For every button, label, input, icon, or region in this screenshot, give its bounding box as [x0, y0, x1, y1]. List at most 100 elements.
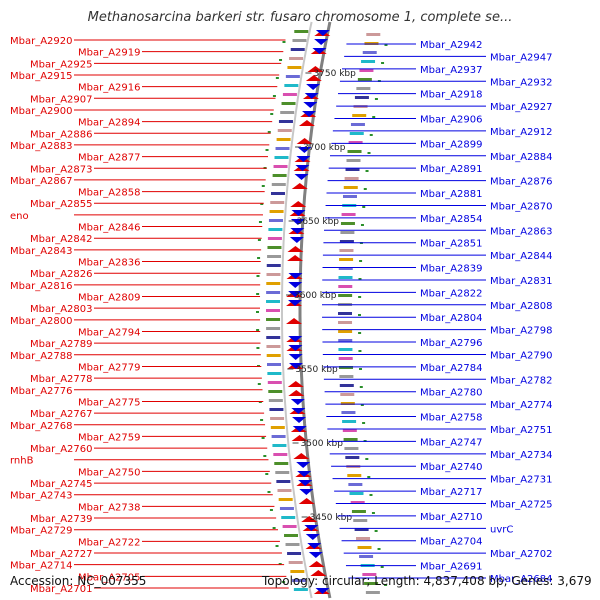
feature-block [266, 291, 281, 294]
tick-label: 3750 kbp [313, 69, 356, 79]
gc-mark [261, 185, 265, 187]
genome-summary-label: Topology: circular; Length: 4,837,408 bp… [262, 574, 592, 588]
feature-block [266, 300, 281, 303]
gc-mark [269, 509, 273, 511]
feature-block [357, 546, 372, 549]
left-gene-label: Mbar_A2873 [30, 164, 93, 175]
feature-block [356, 537, 371, 540]
feature-block [278, 498, 293, 501]
gc-mark [256, 293, 260, 295]
left-gene-label: Mbar_A2826 [30, 269, 93, 280]
gc-mark [365, 170, 369, 172]
right-gene-label: Mbar_A2927 [490, 102, 553, 113]
right-gene-label: Mbar_A2891 [420, 164, 483, 175]
gc-mark [371, 512, 375, 514]
feature-block [266, 327, 281, 330]
gc-mark [377, 548, 381, 550]
right-gene-label: Mbar_A2863 [490, 226, 553, 237]
gc-mark [272, 95, 276, 97]
reverse-gene-arrow [288, 336, 303, 342]
right-gene-label: Mbar_A2844 [490, 251, 553, 262]
reverse-gene-arrow [298, 480, 313, 486]
feature-block [345, 456, 360, 459]
feature-block [287, 66, 302, 69]
feature-block [268, 228, 283, 231]
left-gene-label: Mbar_A2907 [30, 94, 93, 105]
left-gene-label: Mbar_A2855 [30, 199, 93, 210]
left-gene-label: Mbar_A2883 [10, 141, 73, 152]
feature-block [290, 570, 305, 573]
feature-block [271, 183, 286, 186]
feature-block [266, 264, 281, 267]
gc-mark [360, 224, 364, 226]
left-gene-label: Mbar_A2846 [78, 223, 141, 234]
right-gene-label: Mbar_A2870 [490, 201, 553, 212]
right-gene-label: Mbar_A2780 [420, 388, 483, 399]
gc-mark [256, 275, 260, 277]
left-gene-label: Mbar_A2768 [10, 421, 73, 432]
feature-block [282, 525, 297, 528]
feature-block [285, 543, 300, 546]
right-gene-label: Mbar_A2881 [420, 189, 483, 200]
gc-mark [265, 473, 269, 475]
feature-block [351, 510, 366, 513]
feature-block [273, 453, 288, 456]
reverse-gene-arrow [297, 471, 312, 477]
reverse-gene-arrow [307, 543, 322, 549]
left-gene-label: Mbar_A2842 [30, 234, 93, 245]
feature-block [272, 174, 287, 177]
feature-block [276, 480, 291, 483]
left-gene-label: Mbar_A2816 [10, 281, 73, 292]
forward-gene-arrow [288, 390, 305, 396]
gc-mark [282, 41, 286, 43]
gc-mark [267, 131, 271, 133]
left-gene-label: Mbar_A2727 [30, 549, 93, 560]
left-gene-label: Mbar_A2714 [10, 561, 73, 572]
feature-block [349, 492, 364, 495]
feature-block [350, 123, 365, 126]
feature-block [341, 411, 356, 414]
right-gene-label: Mbar_A2725 [490, 499, 553, 510]
left-gene-label: Mbar_A2759 [78, 432, 141, 443]
gc-mark [374, 98, 378, 100]
feature-block [269, 408, 284, 411]
gc-mark [358, 278, 362, 280]
feature-block [266, 318, 281, 321]
left-gene-label: Mbar_A2916 [78, 83, 141, 94]
right-gene-label: Mbar_A2854 [420, 214, 483, 225]
tick-label: 3550 kbp [295, 365, 338, 375]
feature-block [266, 336, 281, 339]
left-gene-label: eno [10, 211, 29, 222]
right-gene-label: Mbar_A2947 [490, 52, 553, 63]
left-gene-label: Mbar_A2789 [30, 339, 93, 350]
feature-block [340, 222, 355, 225]
right-gene-label: Mbar_A2932 [490, 77, 553, 88]
left-gene-label: Mbar_A2867 [10, 176, 73, 187]
feature-block [339, 384, 354, 387]
reverse-gene-arrow [288, 273, 303, 279]
gc-mark [256, 347, 260, 349]
feature-block [270, 426, 285, 429]
feature-block [277, 129, 292, 132]
gc-mark [258, 221, 262, 223]
gc-mark [278, 563, 282, 565]
left-gene-label: Mbar_A2705 [78, 572, 141, 583]
right-gene-label: Mbar_A2717 [420, 487, 483, 498]
feature-block [266, 309, 281, 312]
right-gene-label: Mbar_A2790 [490, 350, 553, 361]
left-gene-label: Mbar_A2739 [30, 514, 93, 525]
tick-label: 3700 kbp [303, 143, 346, 153]
gc-mark [279, 59, 283, 61]
right-gene-label: Mbar_A2731 [490, 475, 553, 486]
feature-block [340, 402, 355, 405]
forward-gene-arrow [291, 183, 308, 189]
left-gene-label: Mbar_A2776 [10, 386, 73, 397]
forward-gene-arrow [301, 516, 318, 522]
feature-block [288, 561, 303, 564]
right-gene-label: Mbar_A2704 [420, 537, 483, 548]
gc-mark [260, 203, 264, 205]
reverse-gene-arrow [303, 102, 318, 108]
right-gene-label: Mbar_A2808 [490, 301, 553, 312]
accession-label: Accession: NC_007355 [10, 574, 147, 588]
